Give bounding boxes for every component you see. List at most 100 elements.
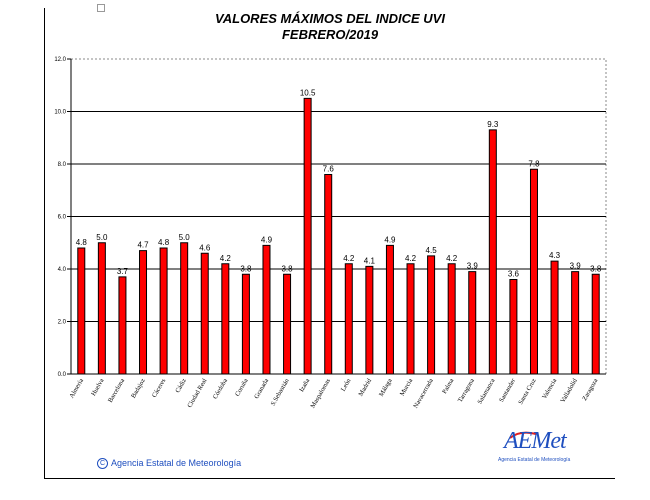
value-label: 3.6 (508, 270, 520, 279)
x-tick-label: Badajoz (130, 377, 147, 399)
bar (427, 255, 436, 375)
value-label: 3.8 (240, 264, 252, 273)
x-tick-label: Maspalomas (309, 377, 332, 409)
bar (488, 129, 497, 375)
x-tick-label: Granada (253, 377, 270, 400)
y-tick-label: 6.0 (58, 215, 67, 221)
chart-frame (44, 4, 615, 479)
x-tick-label: Coruña (234, 377, 250, 397)
y-tick-label: 2.0 (58, 320, 67, 326)
x-tick-label: Valladolid (559, 377, 579, 404)
value-label: 10.5 (300, 88, 316, 97)
bar (283, 273, 292, 375)
bar (324, 174, 333, 375)
bar (241, 273, 250, 375)
value-label: 4.3 (549, 251, 561, 260)
x-tick-label: Ciudad Real (186, 377, 208, 409)
x-tick-label: Valencia (541, 377, 558, 400)
value-labels: 4.8 5.0 3.7 4.7 4.8 5.0 4.6 4.2 3.8 4.9 3.8 10.5 7.6… (76, 88, 602, 278)
chart-title: VALORES MÁXIMOS DEL INDICE UVI (215, 11, 445, 26)
value-label: 3.9 (467, 262, 479, 271)
bar (529, 168, 538, 375)
bar (262, 244, 271, 375)
value-label: 4.8 (76, 238, 88, 247)
y-tick-label: 4.0 (58, 267, 67, 273)
value-label: 3.9 (570, 262, 582, 271)
bar (97, 242, 106, 375)
x-tick-label: Málaga (378, 377, 394, 397)
bar (447, 263, 456, 375)
y-tick-label: 10.0 (54, 110, 66, 116)
bar (139, 250, 148, 375)
value-label: 9.3 (487, 120, 499, 129)
bar (303, 97, 312, 375)
y-tick-label: 12.0 (54, 57, 66, 63)
value-label: 3.7 (117, 267, 129, 276)
value-label: 4.2 (220, 254, 232, 263)
value-label: 4.2 (343, 254, 355, 263)
value-label: 4.1 (364, 256, 376, 265)
x-tick-label: Palma (441, 377, 455, 395)
value-label: 4.7 (137, 241, 149, 250)
bar (344, 263, 353, 375)
x-tick-label: Zaragoza (581, 377, 599, 402)
credit-text: Agencia Estatal de Meteorología (111, 458, 242, 468)
chart-subtitle: FEBRERO/2019 (281, 27, 379, 42)
logo-swoosh-icon (509, 431, 537, 439)
value-label: 7.6 (323, 165, 335, 174)
bar (180, 242, 189, 375)
value-label: 3.8 (281, 264, 293, 273)
bar (200, 252, 209, 375)
x-tick-label: Madrid (357, 377, 373, 398)
x-tick-label: Cáceres (151, 377, 168, 399)
bar (509, 279, 518, 375)
bar (591, 273, 600, 375)
x-tick-label: Izaña (298, 377, 311, 393)
x-tick-label: Huelva (90, 377, 106, 397)
x-tick-label: Almería (68, 377, 85, 399)
aemet-logo: AEMet Agencia Estatal de Meteorología (498, 428, 588, 468)
value-label: 4.8 (158, 238, 170, 247)
x-tick-label: Murcia (399, 377, 415, 397)
x-tick-label: Barcelona (107, 377, 126, 403)
value-label: 4.9 (261, 235, 273, 244)
value-label: 4.5 (426, 246, 438, 255)
logo-word: AEMet (504, 428, 567, 454)
value-label: 4.6 (199, 243, 211, 252)
bar (571, 271, 580, 375)
y-tick-label: 0.0 (58, 372, 67, 378)
x-tick-label: Santander (498, 377, 517, 404)
bar (468, 271, 477, 375)
corner-mark (97, 4, 105, 12)
copyright-icon: C (97, 458, 108, 470)
bar (385, 244, 394, 375)
x-tick-label: Salamanca (476, 377, 496, 405)
logo-subtitle: Agencia Estatal de Meteorología (498, 457, 571, 463)
bar (221, 263, 230, 375)
x-axis-labels: Almería Huelva Barcelona Badajoz Cáceres Cádi… (68, 377, 599, 410)
bar (365, 265, 374, 375)
x-tick-label: Santa Cruz (517, 377, 537, 405)
bar (77, 247, 86, 375)
bar (406, 263, 415, 375)
bar (118, 276, 127, 375)
x-tick-label: S.Sebastián (270, 377, 292, 407)
bar (550, 260, 559, 375)
x-tick-label: León (340, 377, 353, 393)
value-label: 4.2 (405, 254, 417, 263)
x-tick-label: Navacerrada (412, 377, 435, 409)
value-label: 5.0 (96, 233, 108, 242)
x-tick-label: Tarragona (457, 377, 476, 403)
credit-line: C Agencia Estatal de Meteorología (97, 458, 242, 470)
value-label: 4.2 (446, 254, 458, 263)
y-tick-label: 8.0 (58, 162, 67, 168)
bars (77, 97, 600, 375)
value-label: 4.9 (384, 235, 396, 244)
bar (159, 247, 168, 375)
x-tick-label: Córdoba (212, 377, 229, 400)
x-tick-label: Cádiz (174, 377, 188, 394)
value-label: 5.0 (179, 233, 191, 242)
value-label: 3.8 (590, 264, 602, 273)
value-label: 7.8 (528, 159, 540, 168)
